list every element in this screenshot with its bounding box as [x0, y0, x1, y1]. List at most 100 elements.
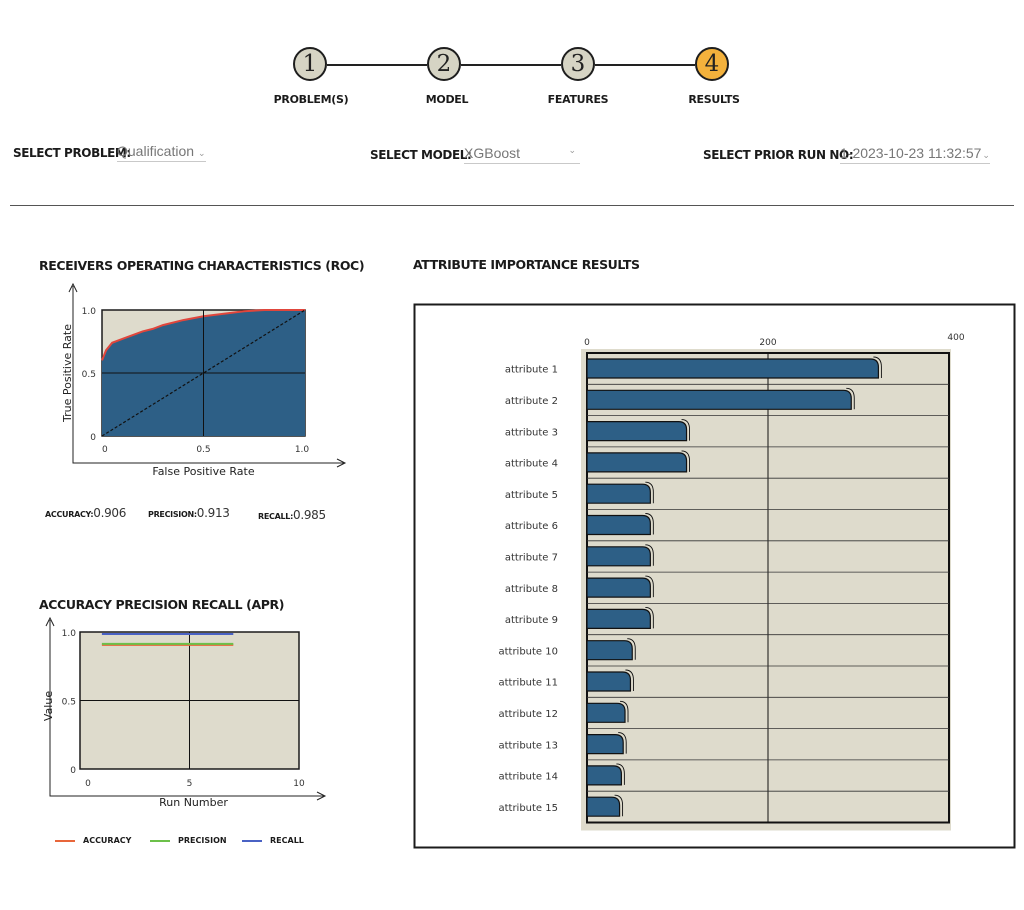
attr-bar — [586, 608, 651, 629]
problem-dropdown-value: Qualification — [117, 143, 195, 159]
attr-bar-outline — [645, 481, 654, 504]
attr-bar — [586, 796, 621, 817]
roc-x-tick: 0 — [102, 445, 108, 455]
attr-bar-outline — [645, 606, 654, 629]
apr-y-tick: 1.0 — [62, 629, 77, 639]
legend-label: ACCURACY — [83, 836, 132, 845]
step-3-circle[interactable]: 3 — [561, 47, 595, 81]
accuracy-metric-value: 0.906 — [93, 506, 127, 520]
legend-label: PRECISION — [178, 836, 227, 845]
attr-bar — [586, 765, 622, 786]
step-2-circle[interactable]: 2 — [427, 47, 461, 81]
legend-accuracy: ACCURACY — [55, 836, 131, 845]
arrow-up-icon — [68, 282, 78, 293]
step-1-label[interactable]: PROBLEM(S) — [273, 93, 349, 106]
step-4-label[interactable]: RESULTS — [688, 93, 740, 106]
model-dropdown-value: XGBoost — [464, 145, 521, 161]
prior-run-dropdown[interactable]: 1-2023-10-23 11:32:57⌄ — [840, 145, 990, 164]
problem-dropdown[interactable]: Qualification ⌄ — [117, 143, 206, 162]
attr-category-label: attribute 3 — [505, 427, 558, 438]
attr-bar — [586, 358, 880, 379]
apr-x-axis-label: Run Number — [159, 796, 228, 809]
precision-metric-label: PRECISION: — [148, 510, 197, 519]
attr-category-label: attribute 12 — [498, 709, 558, 720]
stepper-connector — [595, 64, 695, 66]
recall-metric-label: RECALL: — [258, 512, 293, 521]
apr-chart: 0 5 10 0 0.5 1.0 Run Number Value — [42, 616, 327, 809]
apr-axes — [49, 620, 324, 797]
recall-metric-value: 0.985 — [292, 508, 326, 522]
step-number: 4 — [704, 51, 720, 77]
roc-curve — [101, 309, 305, 361]
attr-category-label: attribute 11 — [498, 678, 558, 689]
select-model-label: SELECT MODEL: — [370, 148, 472, 162]
attr-bar — [586, 671, 632, 692]
legend-swatch — [150, 839, 170, 842]
attr-category-label: attribute 10 — [498, 646, 558, 657]
attr-bar-outline — [618, 732, 627, 754]
roc-axes — [72, 286, 344, 464]
recall-metric: RECALL:0.985 — [258, 508, 326, 522]
roc-y-tick: 0.5 — [82, 370, 96, 380]
prior-run-dropdown-value: 1-2023-10-23 11:32:57 — [840, 145, 982, 161]
step-3-label[interactable]: FEATURES — [547, 93, 609, 106]
attr-category-label: attribute 15 — [498, 803, 558, 814]
roc-x-tick: 0.5 — [196, 445, 210, 455]
attr-category-label: attribute 4 — [505, 459, 558, 470]
attr-bar — [586, 421, 688, 442]
attr-title: ATTRIBUTE IMPORTANCE RESULTS — [413, 257, 640, 272]
apr-title: ACCURACY PRECISION RECALL (APR) — [39, 597, 285, 612]
step-1-circle[interactable]: 1 — [293, 47, 327, 81]
arrow-up-icon — [45, 616, 55, 627]
roc-x-axis-label: False Positive Rate — [152, 465, 254, 478]
attr-bar-outline — [614, 794, 624, 817]
step-4-circle[interactable]: 4 — [695, 47, 729, 81]
chevron-down-icon: ⌄ — [568, 145, 576, 155]
section-divider — [10, 205, 1014, 206]
attr-bar-outline — [873, 356, 882, 378]
roc-chart: 0 0.5 1.0 0 0.5 1.0 False Positive Rate True Po… — [61, 282, 347, 478]
attr-importance-chart: attribute 1 attribute 2 attribute 3 attribu… — [413, 303, 1016, 849]
step-2-label[interactable]: MODEL — [425, 93, 469, 106]
roc-x-tick: 1.0 — [295, 445, 310, 455]
attr-category-label: attribute 14 — [498, 772, 558, 783]
attr-bar-outline — [625, 669, 634, 691]
model-dropdown[interactable]: XGBoost ⌄ — [464, 145, 580, 164]
attr-bar — [586, 702, 626, 723]
accuracy-metric: ACCURACY:0.906 — [45, 506, 126, 520]
attr-bar-outline — [645, 513, 654, 535]
attr-bar — [586, 452, 688, 473]
attr-category-label: attribute 2 — [505, 396, 558, 407]
stepper-connector — [327, 64, 427, 66]
attr-bar-outline — [645, 575, 654, 598]
legend-label: RECALL — [270, 836, 304, 845]
precision-metric-value: 0.913 — [196, 506, 230, 520]
roc-y-tick: 1.0 — [82, 307, 97, 317]
chevron-down-icon: ⌄ — [198, 148, 206, 158]
attr-category-label: attribute 9 — [505, 615, 558, 626]
apr-x-tick: 0 — [85, 779, 91, 789]
apr-x-tick: 5 — [187, 779, 193, 789]
apr-y-tick: 0.5 — [62, 698, 76, 708]
attr-bar — [586, 514, 651, 536]
select-prior-run-label: SELECT PRIOR RUN NO: — [703, 148, 854, 162]
attr-bar-outline — [645, 544, 654, 566]
roc-y-tick: 0 — [90, 433, 96, 443]
attr-x-tick: 0 — [584, 338, 590, 348]
step-number: 1 — [302, 51, 318, 77]
attr-category-label: attribute 13 — [498, 740, 558, 751]
roc-y-axis-label: True Positive Rate — [61, 324, 74, 423]
stepper-connector — [461, 64, 561, 66]
roc-title: RECEIVERS OPERATING CHARACTERISTICS (ROC… — [39, 258, 365, 273]
attr-category-label: attribute 8 — [505, 584, 558, 595]
attr-bar-outline — [681, 450, 690, 472]
attr-bar — [586, 546, 651, 567]
legend-recall: RECALL — [242, 836, 304, 845]
legend-swatch — [55, 839, 75, 842]
select-problem-label: SELECT PROBLEM: — [13, 146, 131, 160]
apr-x-tick: 10 — [293, 779, 305, 789]
arrow-right-icon — [336, 458, 347, 468]
attr-category-label: attribute 5 — [505, 490, 558, 501]
precision-metric: PRECISION:0.913 — [148, 506, 230, 520]
attr-bar — [586, 577, 651, 598]
